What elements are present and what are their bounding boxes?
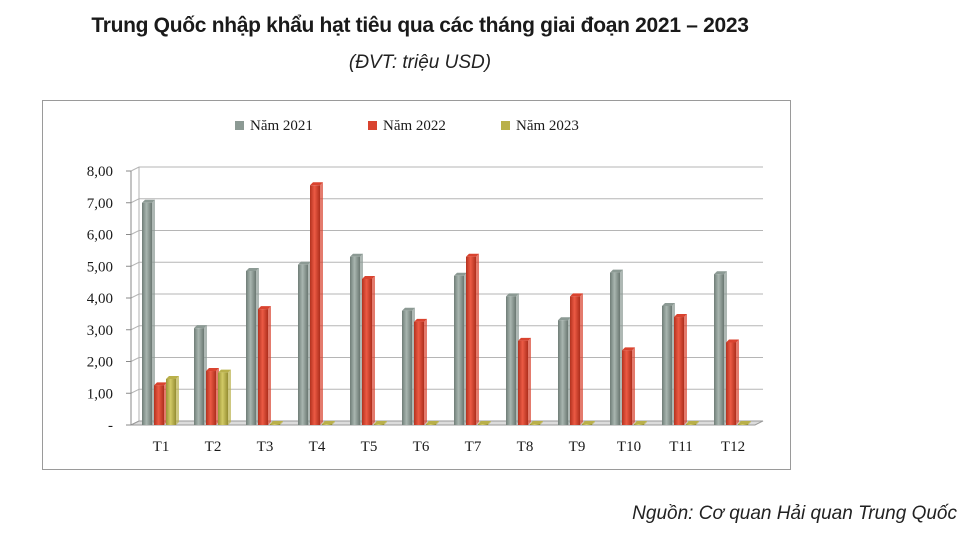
bar-T6-năm-2022: [414, 318, 427, 425]
bar-T5-năm-2021: [350, 253, 363, 425]
y-tick-label: 6,00: [87, 228, 113, 244]
bar-T2-năm-2023: [218, 369, 231, 425]
bar-T4-năm-2022: [310, 182, 323, 425]
y-tick-label: 3,00: [87, 323, 113, 339]
bar-T7-năm-2023: [478, 421, 491, 425]
y-tick-label: -: [108, 418, 113, 434]
bar-T10-năm-2023: [634, 421, 647, 425]
bar-chart: Năm 2021 Năm 2022 Năm 2023 - 1,00 2,00 3,00 4,…: [87, 118, 764, 455]
bar-T11-năm-2021: [662, 302, 675, 425]
plot-floor: [130, 420, 764, 426]
y-gridline: [130, 198, 763, 204]
chart-frame: Năm 2021 Năm 2022 Năm 2023 - 1,00 2,00 3,00 4,…: [42, 100, 791, 470]
bar-T1-năm-2023: [166, 375, 179, 425]
legend-label: Năm 2021: [250, 118, 313, 134]
x-tick-label: T5: [361, 439, 378, 455]
x-tick-label: T4: [309, 439, 326, 455]
bar-T9-năm-2023: [582, 421, 595, 425]
x-tick-label: T10: [617, 439, 641, 455]
y-tick-label: 4,00: [87, 291, 113, 307]
x-tick-label: T12: [721, 439, 745, 455]
bar-T3-năm-2021: [246, 268, 259, 425]
x-tick-label: T6: [413, 439, 430, 455]
bar-T6-năm-2023: [426, 421, 439, 425]
bar-T4-năm-2023: [322, 421, 335, 425]
bar-T2-năm-2022: [206, 368, 219, 425]
chart-unit-note: (ĐVT: triệu USD): [348, 52, 492, 73]
y-gridline: [130, 166, 763, 172]
bar-T8-năm-2021: [506, 293, 519, 425]
bar-T12-năm-2021: [714, 271, 727, 425]
legend-swatch: [235, 121, 244, 130]
bar-T1-năm-2021: [142, 199, 155, 425]
y-tick-label: 5,00: [87, 259, 113, 275]
bar-T5-năm-2023: [374, 421, 387, 425]
y-gridline: [130, 261, 763, 267]
bar-T12-năm-2022: [726, 339, 739, 425]
legend-label: Năm 2022: [383, 118, 446, 134]
bar-T10-năm-2021: [610, 269, 623, 425]
bar-T11-năm-2022: [674, 314, 687, 425]
bar-T10-năm-2022: [622, 347, 635, 425]
y-tick-label: 8,00: [87, 164, 113, 180]
legend-swatch: [368, 121, 377, 130]
bar-T6-năm-2021: [402, 307, 415, 425]
x-tick-label: T11: [669, 439, 693, 455]
y-tick-label: 2,00: [87, 355, 113, 371]
chart-title: Trung Quốc nhập khẩu hạt tiêu qua các th…: [91, 14, 749, 37]
bar-T7-năm-2022: [466, 253, 479, 425]
bar-T1-năm-2022: [154, 382, 167, 425]
legend-label: Năm 2023: [516, 118, 579, 134]
bar-T9-năm-2021: [558, 317, 571, 425]
bar-T4-năm-2021: [298, 261, 311, 425]
x-tick-label: T8: [517, 439, 534, 455]
x-tick-label: T9: [569, 439, 586, 455]
bar-T8-năm-2023: [530, 421, 543, 425]
legend-swatch: [501, 121, 510, 130]
x-tick-label: T7: [465, 439, 482, 455]
bar-T9-năm-2022: [570, 293, 583, 425]
bar-T7-năm-2021: [454, 272, 467, 425]
x-tick-label: T1: [153, 439, 170, 455]
y-tick-label: 7,00: [87, 196, 113, 212]
bar-T11-năm-2023: [686, 421, 699, 425]
bar-T3-năm-2022: [258, 306, 271, 425]
y-tick-label: 1,00: [87, 386, 113, 402]
bar-T5-năm-2022: [362, 275, 375, 425]
bar-T3-năm-2023: [270, 421, 283, 425]
y-gridline: [130, 293, 763, 299]
x-tick-label: T3: [257, 439, 274, 455]
x-tick-label: T2: [205, 439, 222, 455]
bar-T2-năm-2021: [194, 325, 207, 425]
source-note: Nguồn: Cơ quan Hải quan Trung Quốc: [632, 503, 957, 524]
bar-T12-năm-2023: [738, 421, 751, 425]
bar-T8-năm-2022: [518, 337, 531, 425]
y-gridline: [130, 230, 763, 235]
